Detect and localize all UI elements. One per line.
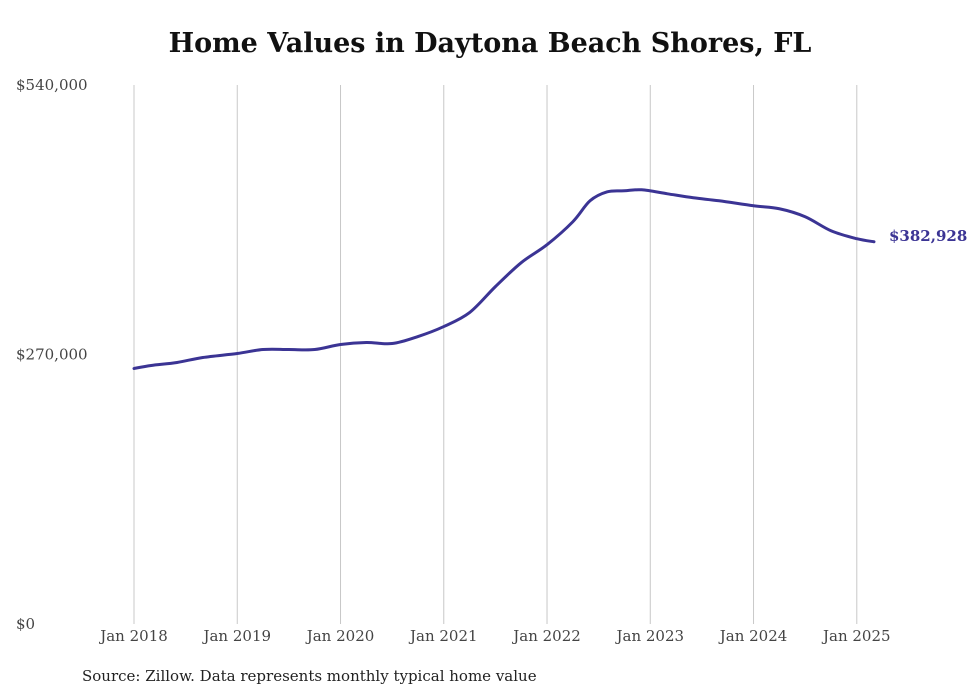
x-tick-label: Jan 2021 xyxy=(408,627,478,645)
grid-lines xyxy=(133,85,858,624)
x-tick-label: Jan 2018 xyxy=(98,627,168,645)
series-layer: $382,928 xyxy=(132,188,967,370)
data-point xyxy=(804,215,807,218)
data-point xyxy=(442,325,445,328)
data-point xyxy=(752,204,755,207)
data-point xyxy=(391,342,394,345)
data-point xyxy=(589,199,592,202)
data-point xyxy=(150,364,153,367)
data-point xyxy=(778,207,781,210)
y-tick-label: $270,000 xyxy=(16,346,88,364)
data-point xyxy=(287,348,290,351)
data-point xyxy=(339,343,342,346)
source-note: Source: Zillow. Data represents monthly … xyxy=(82,667,537,685)
data-point xyxy=(829,229,832,232)
data-point xyxy=(640,188,643,191)
data-point xyxy=(468,311,471,314)
x-tick-label: Jan 2022 xyxy=(511,627,581,645)
data-point xyxy=(176,361,179,364)
chart-title: Home Values in Daytona Beach Shores, FL xyxy=(168,28,812,59)
data-point xyxy=(623,189,626,192)
data-point xyxy=(546,243,549,246)
data-point xyxy=(313,348,316,351)
data-point xyxy=(201,356,204,359)
y-axis-ticks: $0 $270,000 $540,000 xyxy=(16,76,88,633)
data-point xyxy=(692,196,695,199)
x-axis-ticks: Jan 2018 Jan 2019 Jan 2020 Jan 2021 Jan 2022… xyxy=(98,627,890,645)
data-point xyxy=(236,352,239,355)
data-point xyxy=(718,199,721,202)
data-point xyxy=(873,240,876,243)
data-point xyxy=(365,341,368,344)
data-point xyxy=(262,348,265,351)
data-point xyxy=(606,190,609,193)
data-point xyxy=(416,335,419,338)
x-tick-label: Jan 2019 xyxy=(201,627,271,645)
x-tick-label: Jan 2020 xyxy=(305,627,375,645)
x-tick-label: Jan 2025 xyxy=(821,627,891,645)
data-point xyxy=(855,237,858,240)
x-tick-label: Jan 2023 xyxy=(614,627,684,645)
data-point xyxy=(520,261,523,264)
end-value-label: $382,928 xyxy=(889,227,967,245)
series-line xyxy=(132,188,876,370)
y-tick-label: $0 xyxy=(16,615,35,633)
data-point xyxy=(666,192,669,195)
data-point xyxy=(133,367,136,370)
y-tick-label: $540,000 xyxy=(16,76,88,94)
x-tick-label: Jan 2024 xyxy=(718,627,788,645)
data-point xyxy=(571,220,574,223)
data-point xyxy=(494,285,497,288)
